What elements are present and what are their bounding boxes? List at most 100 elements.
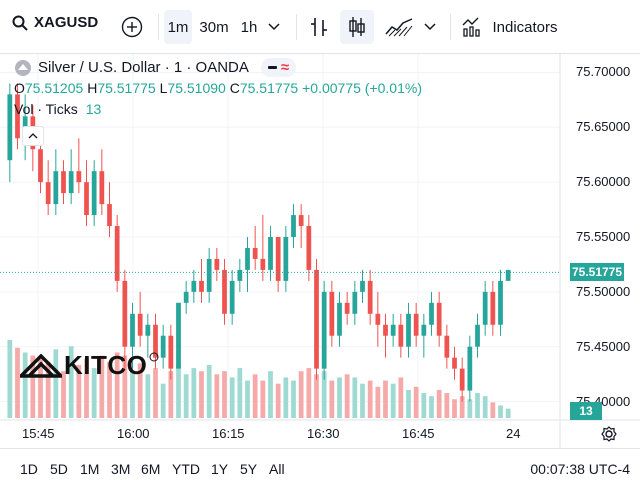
volume-bar [275, 383, 281, 418]
candle-body [467, 346, 473, 391]
volume-bar [360, 383, 365, 418]
candle-body [475, 324, 480, 347]
collapse-legend-button[interactable] [22, 126, 44, 146]
candles-icon [349, 17, 365, 37]
bars-icon [311, 18, 327, 36]
interval-1m[interactable]: 1m [164, 10, 192, 44]
registered-icon [149, 352, 159, 362]
volume-bar [268, 371, 273, 418]
candle-body [130, 313, 135, 347]
volume-bar [298, 371, 304, 418]
volume-bar [206, 364, 212, 418]
candle-body [283, 237, 289, 281]
range-button-5y[interactable]: 5Y [240, 461, 258, 477]
volume-bar [291, 380, 296, 418]
candle-body [160, 335, 166, 358]
range-button-1y[interactable]: 1Y [211, 461, 229, 477]
bar-style-button[interactable] [304, 10, 334, 44]
time-tick-label: 16:15 [212, 426, 245, 441]
candle-body [398, 324, 404, 347]
settings-button[interactable] [600, 425, 618, 443]
legend-status-pill[interactable]: ≈ [260, 58, 297, 77]
candle-body [53, 171, 59, 205]
volume-bar [306, 368, 312, 418]
candle-body [306, 226, 312, 270]
chart-style-dropdown[interactable] [420, 10, 440, 44]
candle-body [237, 269, 243, 281]
time-tick-label: 16:00 [117, 426, 150, 441]
range-button-3m[interactable]: 3M [111, 461, 131, 477]
candle-body [429, 302, 434, 325]
volume-bar [245, 380, 250, 418]
time-tick-label: 15:45 [22, 426, 55, 441]
volume-bar [352, 377, 358, 418]
volume-bar [467, 399, 473, 418]
interval-1h[interactable]: 1h [240, 18, 258, 36]
toolbar-divider [450, 14, 451, 40]
candle-body [275, 237, 281, 281]
candle-body [329, 291, 335, 336]
volume-bar [229, 377, 235, 418]
change-value: +0.00775 (+0.01%) [302, 80, 422, 96]
chevron-down-icon [268, 23, 280, 31]
candle-body [390, 324, 396, 336]
volume-bar [91, 368, 97, 418]
close-value: 75.51775 [239, 80, 299, 96]
volume-bar [68, 346, 74, 418]
candle-body [344, 302, 350, 314]
chevron-up-icon [28, 133, 38, 139]
area-chart-icon [385, 18, 413, 37]
interval-dropdown[interactable] [264, 10, 284, 44]
volume-bar [390, 383, 396, 418]
volume-bar [76, 364, 82, 418]
volume-bar [237, 368, 243, 418]
candle-body [314, 269, 319, 369]
price-tick-label: 75.45000 [576, 338, 631, 354]
candle-body [245, 247, 250, 270]
volume-bar [475, 393, 480, 418]
candle-body [137, 313, 143, 336]
add-circle-icon [121, 16, 143, 38]
indicators-button[interactable]: Indicators [460, 10, 560, 44]
ohlc-values: O75.51205 H75.51775 L75.51090 C75.51775 … [14, 80, 422, 96]
volume-bar [61, 371, 66, 418]
candles-style-button[interactable] [340, 10, 374, 44]
symbol-search[interactable]: XAGUSD [12, 14, 98, 31]
compare-button[interactable] [118, 10, 146, 44]
range-button-6m[interactable]: 6M [141, 461, 161, 477]
interval-30m[interactable]: 30m [199, 18, 229, 36]
current-price-tag: 75.51775 [570, 263, 624, 282]
volume-bar [183, 374, 189, 418]
candle-body [199, 280, 204, 292]
price-tick-label: 75.60000 [576, 174, 631, 190]
range-button-5d[interactable]: 5D [50, 461, 68, 477]
price-tick-label: 75.50000 [576, 283, 631, 299]
volume-bar [490, 402, 496, 418]
time-tick-label: 16:45 [402, 426, 435, 441]
candle-body [452, 357, 457, 369]
candle-body [321, 291, 327, 369]
volume-bar [153, 368, 158, 418]
chevron-down-icon [424, 23, 436, 31]
candle-body [337, 302, 342, 336]
range-button-1m[interactable]: 1M [80, 461, 100, 477]
price-tick-label: 75.55000 [576, 229, 631, 244]
candle-body [222, 269, 227, 314]
volume-legend: Vol · Ticks 13 [14, 101, 101, 117]
candlestick-chart[interactable] [0, 0, 640, 448]
minus-icon [267, 66, 277, 69]
area-style-button[interactable] [382, 10, 416, 44]
range-button-all[interactable]: All [269, 461, 285, 477]
volume-bar [421, 393, 427, 418]
price-tick-label: 75.65000 [576, 119, 631, 135]
candle-body [214, 258, 220, 270]
candle-body [406, 313, 411, 347]
volume-bar [429, 396, 434, 418]
candle-body [260, 258, 266, 270]
range-button-ytd[interactable]: YTD [172, 461, 200, 477]
candle-body [505, 269, 511, 281]
volume-bar [367, 380, 373, 418]
volume-bar [436, 389, 442, 418]
close-label: C [229, 80, 240, 96]
range-button-1d[interactable]: 1D [20, 461, 38, 477]
